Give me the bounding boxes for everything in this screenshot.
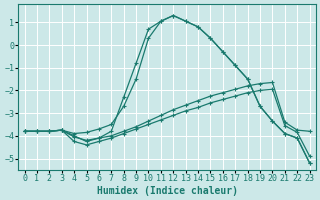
X-axis label: Humidex (Indice chaleur): Humidex (Indice chaleur) <box>97 186 237 196</box>
